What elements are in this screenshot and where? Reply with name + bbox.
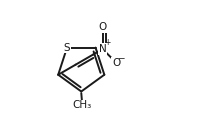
- Text: O: O: [99, 22, 107, 32]
- Text: O: O: [112, 58, 121, 68]
- Text: N: N: [99, 44, 107, 54]
- Text: S: S: [64, 43, 70, 53]
- Text: −: −: [117, 53, 124, 62]
- Text: CH₃: CH₃: [72, 100, 92, 110]
- Text: +: +: [104, 38, 110, 47]
